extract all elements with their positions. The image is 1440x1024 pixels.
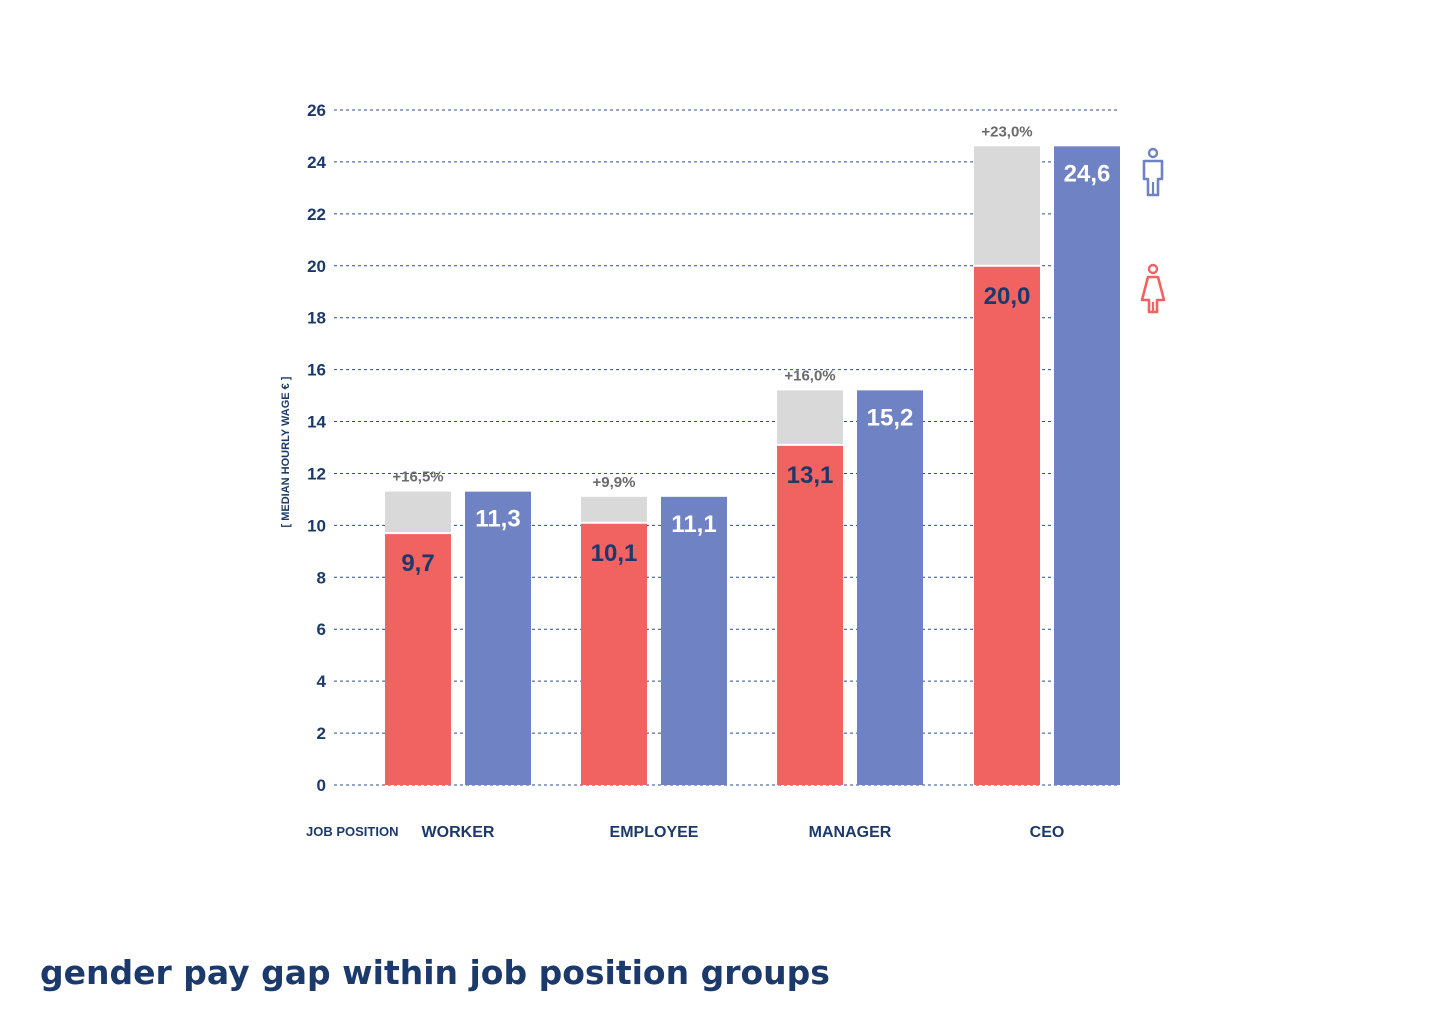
chart-title: gender pay gap within job position group…	[40, 953, 830, 992]
category-label: CEO	[1030, 824, 1065, 841]
y-tick-label: 12	[307, 464, 326, 483]
y-tick-label: 14	[307, 413, 326, 432]
men-value-label: 11,3	[475, 506, 520, 533]
man-icon	[1142, 147, 1164, 197]
y-tick-label: 2	[317, 724, 326, 743]
women-value-label: 10,1	[591, 540, 638, 567]
y-tick-label: 26	[307, 101, 326, 120]
bars	[385, 146, 1120, 785]
y-tick-label: 24	[307, 153, 326, 172]
women-bar	[581, 522, 647, 785]
women-value-label: 13,1	[787, 462, 834, 489]
woman-icon	[1140, 263, 1166, 314]
y-tick-label: 6	[317, 620, 326, 639]
gap-percent-label: +23,0%	[981, 123, 1032, 140]
men-value-label: 24,6	[1064, 160, 1111, 187]
men-bar	[465, 491, 531, 785]
y-axis-label: [ MEDIAN HOURLY WAGE € ]	[280, 376, 292, 527]
data-labels: 9,7 11,3 +16,5% 10,1 11,1 +9,9% 13,1 15,2 +16,0%…	[392, 123, 1110, 577]
y-tick-label: 22	[307, 205, 326, 224]
y-tick-label: 16	[307, 361, 326, 380]
men-bar	[1054, 146, 1120, 785]
women-value-label: 20,0	[984, 283, 1031, 310]
gap-bar	[974, 146, 1040, 266]
y-tick-label: 8	[317, 568, 326, 587]
gap-bar	[385, 491, 451, 534]
gap-bar	[581, 496, 647, 523]
x-axis-label: JOB POSITION	[306, 824, 398, 839]
category-label: WORKER	[422, 824, 495, 841]
category-label: EMPLOYEE	[610, 824, 699, 841]
women-value-label: 9,7	[401, 550, 434, 577]
men-bar	[857, 390, 923, 785]
y-tick-label: 18	[307, 309, 326, 328]
y-tick-label: 20	[307, 257, 326, 276]
men-value-label: 15,2	[867, 404, 914, 431]
women-bar	[974, 265, 1040, 785]
y-tick-label: 10	[307, 516, 326, 535]
legend	[1140, 147, 1166, 314]
y-tick-label: 4	[317, 672, 327, 691]
gap-percent-label: +16,5%	[392, 469, 443, 486]
category-labels: WORKER EMPLOYEE MANAGER CEO	[422, 824, 1065, 841]
gap-percent-label: +16,0%	[784, 367, 835, 384]
men-bar	[661, 496, 727, 785]
category-label: MANAGER	[809, 824, 892, 841]
gap-percent-label: +9,9%	[593, 474, 636, 491]
women-bar	[385, 533, 451, 785]
gap-bar	[777, 390, 843, 445]
women-bar	[777, 444, 843, 785]
y-tick-label: 0	[317, 776, 326, 795]
men-value-label: 11,1	[671, 511, 716, 538]
